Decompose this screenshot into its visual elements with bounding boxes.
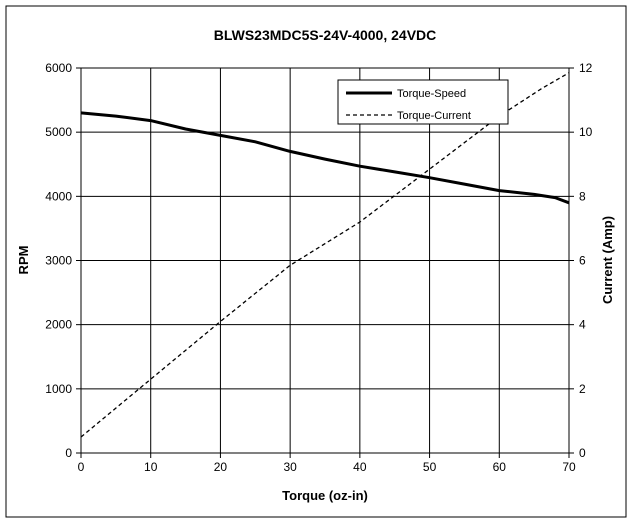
legend-label-torque-speed: Torque-Speed xyxy=(397,88,466,100)
y-tick-label: 0 xyxy=(65,446,72,460)
y2-tick-label: 4 xyxy=(579,318,586,332)
x-tick-label: 30 xyxy=(283,460,297,474)
y-tick-label: 5000 xyxy=(45,125,72,139)
legend-box xyxy=(337,79,509,125)
series-lines xyxy=(80,72,570,438)
y2-tick-label: 8 xyxy=(579,189,586,203)
y-tick-label: 2000 xyxy=(45,318,72,332)
axis-ticks: 0 10 20 30 40 50 60 700100020003000400050006000… xyxy=(45,61,592,474)
x-tick-label: 50 xyxy=(423,460,437,474)
y2-tick-label: 2 xyxy=(579,382,586,396)
series-line-torque-current xyxy=(80,72,570,438)
chart-title: BLWS23MDC5S-24V-4000, 24VDC xyxy=(214,27,437,43)
y-axis-title: RPM xyxy=(16,246,31,275)
x-tick-label: 40 xyxy=(353,460,367,474)
chart-frame xyxy=(5,5,627,518)
y-tick-label: 4000 xyxy=(45,189,72,203)
x-tick-label: 20 xyxy=(214,460,228,474)
y2-tick-label: 12 xyxy=(579,61,593,75)
grid-lines xyxy=(80,67,570,454)
y-tick-label: 1000 xyxy=(45,382,72,396)
y2-tick-label: 10 xyxy=(579,125,593,139)
series-line-torque-speed xyxy=(80,111,570,205)
y2-tick-label: 0 xyxy=(579,446,586,460)
x-tick-label: 60 xyxy=(493,460,507,474)
x-tick-label: 0 xyxy=(78,460,85,474)
legend-label-torque-current: Torque-Current xyxy=(397,110,471,122)
legend: Torque-Speed Torque-Current xyxy=(337,79,509,125)
y2-tick-label: 6 xyxy=(579,254,586,268)
x-tick-label: 70 xyxy=(562,460,576,474)
x-axis-title: Torque (oz-in) xyxy=(282,488,368,503)
x-tick-label: 10 xyxy=(144,460,158,474)
y-tick-label: 6000 xyxy=(45,61,72,75)
y2-axis-title: Current (Amp) xyxy=(600,216,615,304)
y-tick-label: 3000 xyxy=(45,254,72,268)
